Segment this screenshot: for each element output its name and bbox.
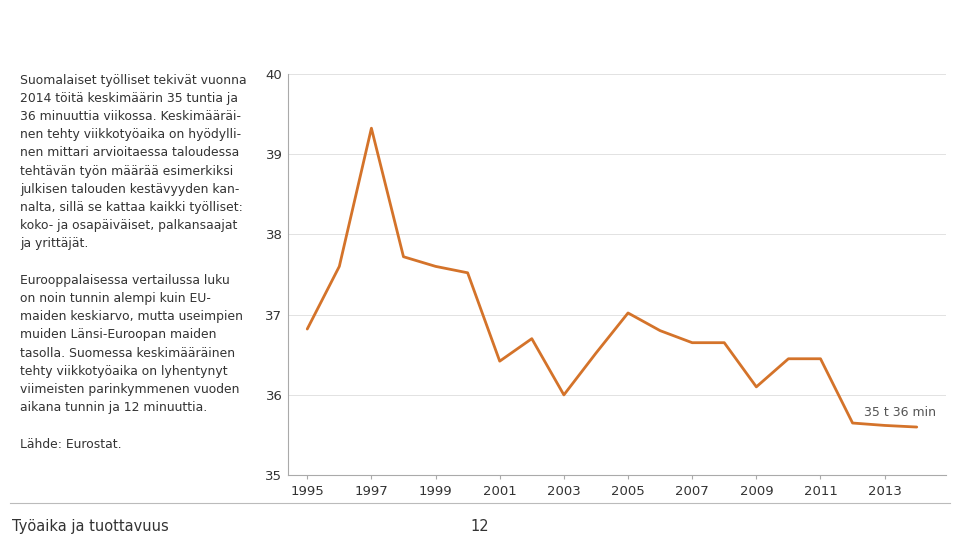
Text: 12: 12: [470, 519, 490, 534]
Text: Tehdyn työajan kehitys 1995–2014  (tuntia viikossa): Tehdyn työajan kehitys 1995–2014 (tuntia…: [17, 22, 670, 43]
Text: Työaika ja tuottavuus: Työaika ja tuottavuus: [12, 519, 168, 534]
Text: Suomalaiset työlliset tekivät vuonna
2014 töitä keskimäärin 35 tuntia ja
36 minu: Suomalaiset työlliset tekivät vuonna 201…: [20, 74, 247, 451]
Text: 35 t 36 min: 35 t 36 min: [864, 406, 936, 419]
